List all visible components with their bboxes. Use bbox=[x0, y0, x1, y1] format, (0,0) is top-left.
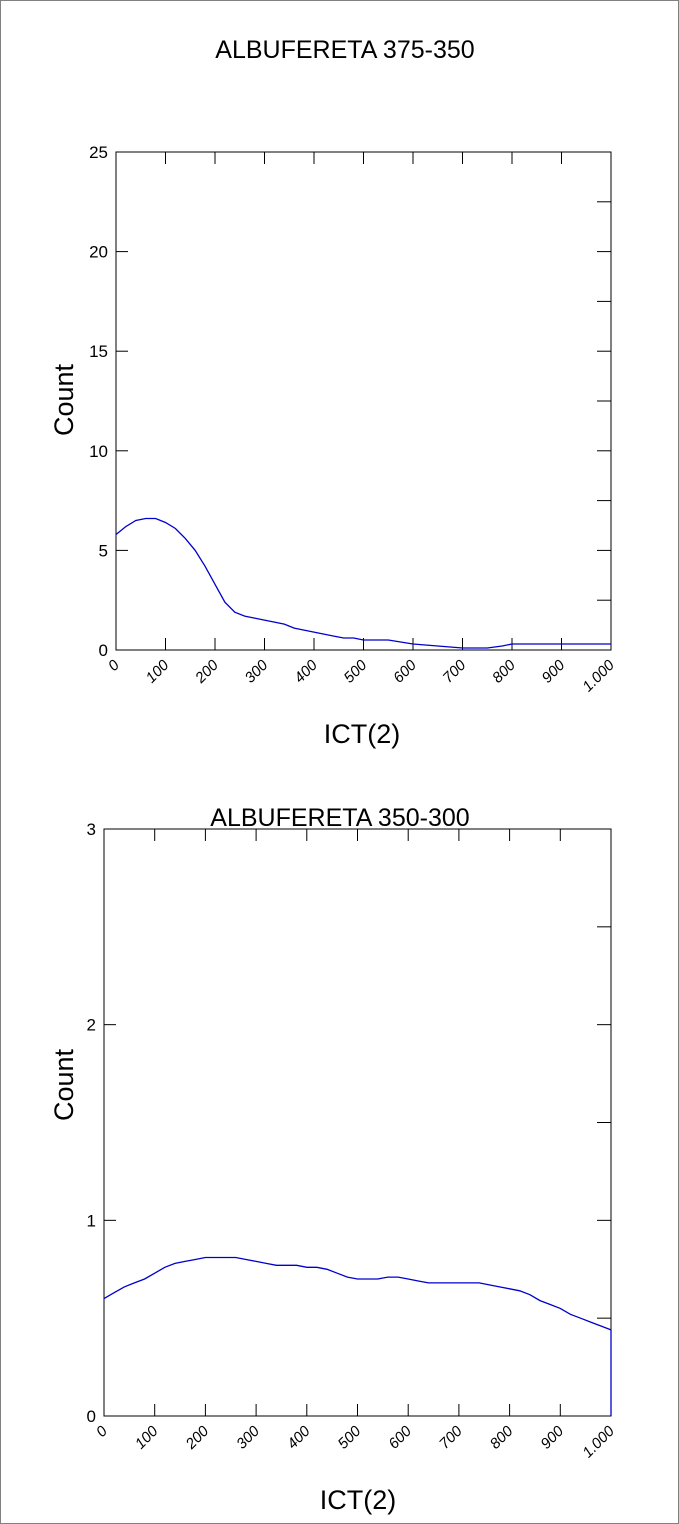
x-tick-label: 600 bbox=[385, 1422, 415, 1452]
x-tick-label: 600 bbox=[390, 656, 420, 686]
x-tick-label: 900 bbox=[537, 1422, 567, 1452]
x-tick-label: 400 bbox=[291, 656, 321, 686]
x-tick-label: 800 bbox=[489, 656, 519, 686]
x-tick-label: 500 bbox=[341, 656, 371, 686]
chart-title: ALBUFERETA 375-350 bbox=[215, 36, 474, 64]
plot-frame bbox=[103, 828, 612, 1417]
y-tick-label: 25 bbox=[89, 143, 108, 162]
x-tick-label: 300 bbox=[242, 656, 272, 686]
series-line bbox=[115, 517, 611, 649]
x-tick-label: 300 bbox=[233, 1422, 263, 1452]
x-tick-label: 700 bbox=[436, 1422, 466, 1452]
x-tick-label: 500 bbox=[335, 1422, 365, 1452]
y-axis-label: Count bbox=[49, 363, 79, 436]
plot-frame bbox=[115, 151, 612, 651]
x-axis-label: ICT(2) bbox=[324, 719, 401, 749]
series-line bbox=[103, 1256, 612, 1331]
x-tick-label: 400 bbox=[284, 1422, 314, 1452]
x-tick-label: 200 bbox=[191, 656, 222, 687]
y-tick-label: 5 bbox=[99, 541, 108, 560]
x-tick-label: 900 bbox=[539, 656, 569, 686]
x-tick-label: 700 bbox=[440, 656, 470, 686]
y-tick-label: 15 bbox=[89, 342, 108, 361]
y-tick-label: 0 bbox=[87, 1407, 96, 1426]
chart-title: ALBUFERETA 350-300 bbox=[210, 804, 469, 832]
x-tick-label: 200 bbox=[182, 1422, 213, 1453]
x-tick-label: 1.000 bbox=[579, 656, 618, 695]
y-tick-label: 1 bbox=[87, 1211, 96, 1230]
x-tick-label: 100 bbox=[132, 1422, 162, 1452]
y-tick-label: 10 bbox=[89, 442, 108, 461]
x-tick-label: 0 bbox=[93, 1422, 111, 1440]
y-axis-label: Count bbox=[49, 1048, 79, 1121]
y-tick-label: 3 bbox=[87, 820, 96, 839]
y-tick-label: 20 bbox=[89, 243, 108, 262]
chart-albufereta-375-350: ALBUFERETA 375-350 Count ICT(2) 0 5 10 15 20… bbox=[49, 36, 618, 749]
x-tick-label: 1.000 bbox=[579, 1422, 618, 1461]
y-tick-label: 2 bbox=[87, 1016, 96, 1035]
x-axis-label: ICT(2) bbox=[320, 1485, 397, 1515]
chart-albufereta-350-300: ALBUFERETA 350-300 Count ICT(2) 0 1 2 3 0 100… bbox=[49, 804, 618, 1515]
y-tick-label: 0 bbox=[99, 641, 108, 660]
x-tick-label: 0 bbox=[105, 656, 123, 674]
x-tick-label: 800 bbox=[487, 1422, 517, 1452]
x-tick-label: 100 bbox=[143, 656, 173, 686]
